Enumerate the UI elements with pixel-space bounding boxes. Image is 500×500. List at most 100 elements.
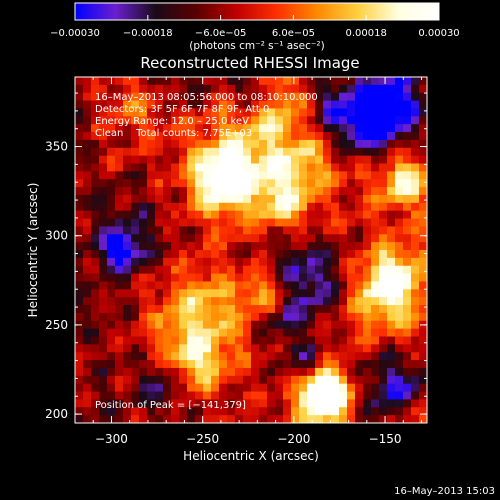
heatmap-cell	[411, 367, 420, 377]
heatmap-cell	[211, 391, 220, 400]
heatmap-cell	[115, 289, 124, 298]
heatmap-cell	[299, 367, 308, 377]
heatmap-cell	[195, 273, 204, 282]
heatmap-cell	[139, 242, 148, 251]
heatmap-cell	[363, 265, 372, 274]
heatmap-cell	[387, 218, 396, 227]
heatmap-cell	[387, 344, 396, 353]
heatmap-cell	[307, 360, 316, 369]
heatmap-cell	[123, 179, 132, 188]
heatmap-cell	[147, 210, 156, 219]
heatmap-cell	[171, 84, 180, 94]
heatmap-cell	[355, 116, 364, 125]
heatmap-cell	[139, 147, 148, 157]
heatmap-cell	[387, 155, 396, 164]
heatmap-cell	[139, 163, 148, 172]
heatmap-cell	[291, 273, 300, 282]
heatmap-cell	[331, 415, 340, 423]
heatmap-cell	[99, 242, 108, 251]
heatmap-cell	[339, 297, 348, 306]
heatmap-cell	[243, 375, 252, 385]
heatmap-cell	[419, 108, 427, 117]
heatmap-cell	[147, 281, 156, 290]
heatmap-cell	[251, 265, 260, 274]
heatmap-cell	[115, 139, 124, 149]
heatmap-cell	[123, 305, 132, 314]
heatmap-cell	[267, 336, 276, 345]
heatmap-cell	[99, 265, 108, 274]
heatmap-cell	[259, 273, 268, 282]
heatmap-cell	[355, 242, 364, 251]
heatmap-cell	[155, 139, 164, 149]
heatmap-cell	[203, 124, 212, 133]
heatmap-cell	[371, 312, 380, 322]
heatmap-cell	[99, 226, 108, 235]
heatmap-cell	[139, 399, 148, 408]
heatmap-cell	[379, 289, 388, 298]
heatmap-cell	[195, 242, 204, 251]
heatmap-cell	[307, 147, 316, 157]
heatmap-cell	[259, 305, 268, 314]
heatmap-cell	[195, 202, 204, 212]
heatmap-cell	[147, 147, 156, 157]
heatmap-cell	[115, 147, 124, 157]
heatmap-cell	[219, 305, 228, 314]
heatmap-cell	[179, 312, 188, 322]
heatmap-cell	[211, 407, 220, 416]
heatmap-cell	[163, 257, 172, 267]
heatmap-cell	[379, 281, 388, 290]
heatmap-cell	[187, 124, 196, 133]
heatmap-cell	[235, 163, 244, 172]
heatmap-cell	[291, 226, 300, 235]
heatmap-cell	[107, 155, 116, 164]
heatmap-cell	[323, 305, 332, 314]
heatmap-cell	[347, 210, 356, 219]
heatmap-cell	[299, 336, 308, 345]
heatmap-cell	[235, 265, 244, 274]
heatmap-cell	[323, 242, 332, 251]
heatmap-cell	[91, 250, 100, 259]
heatmap-cell	[83, 92, 92, 101]
heatmap-cell	[355, 139, 364, 149]
heatmap-cell	[171, 108, 180, 117]
heatmap-cell	[99, 116, 108, 125]
heatmap-cell	[203, 360, 212, 369]
heatmap-cell	[171, 242, 180, 251]
heatmap-cell	[395, 399, 404, 408]
heatmap-cell	[275, 194, 284, 204]
heatmap-cell	[347, 179, 356, 188]
heatmap-cell	[99, 171, 108, 180]
heatmap-cell	[227, 242, 236, 251]
heatmap-cell	[251, 336, 260, 345]
heatmap-cell	[75, 367, 84, 377]
heatmap-cell	[227, 360, 236, 369]
heatmap-cell	[315, 147, 324, 157]
heatmap-cell	[283, 273, 292, 282]
heatmap-cell	[267, 383, 276, 392]
heatmap-cell	[123, 226, 132, 235]
heatmap-cell	[331, 407, 340, 416]
heatmap-cell	[347, 92, 356, 101]
colorbar: −0.00030 −0.00018 −6.0e−05 6.0e−05 0.00018 0.…	[50, 2, 460, 52]
heatmap-cell	[267, 77, 276, 86]
heatmap-cell	[267, 116, 276, 125]
heatmap-cell	[155, 218, 164, 227]
heatmap-cell	[107, 257, 116, 267]
heatmap-cell	[75, 194, 84, 204]
heatmap-cell	[187, 179, 196, 188]
heatmap-cell	[387, 124, 396, 133]
heatmap-cell	[123, 312, 132, 322]
heatmap-cell	[91, 210, 100, 219]
heatmap-cell	[179, 226, 188, 235]
heatmap-cell	[307, 257, 316, 267]
heatmap-cell	[395, 367, 404, 377]
heatmap-cell	[267, 194, 276, 204]
heatmap-cell	[107, 375, 116, 385]
heatmap-cell	[387, 234, 396, 243]
heatmap-cell	[259, 77, 268, 86]
heatmap-cell	[131, 336, 140, 345]
heatmap-cell	[123, 367, 132, 377]
heatmap-cell	[179, 187, 188, 196]
heatmap-cell	[355, 312, 364, 322]
heatmap-cell	[291, 360, 300, 369]
